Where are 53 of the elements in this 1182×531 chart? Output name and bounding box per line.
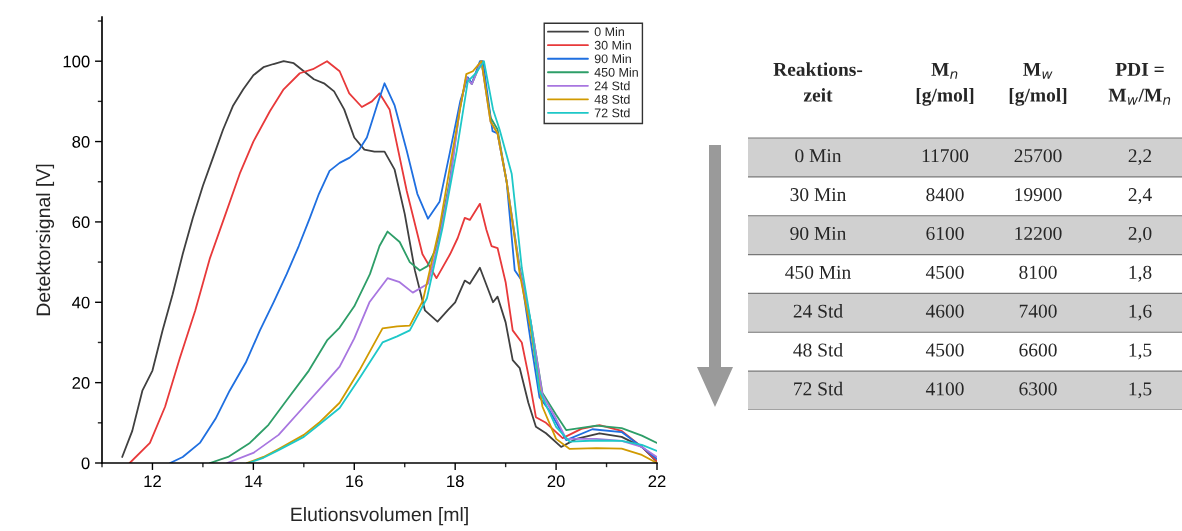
x-tick-label: 18 bbox=[447, 475, 464, 488]
text: 2,0 bbox=[1128, 226, 1152, 243]
text: 1,5 bbox=[1129, 343, 1152, 360]
text: 6600 bbox=[1019, 343, 1057, 357]
x-tick-label: 16 bbox=[346, 475, 363, 488]
category-label: M$_{w}$ [g/mol] bbox=[1009, 62, 1067, 106]
category-label: PDI = M$_{w}$/M$_{n}$ bbox=[1108, 63, 1171, 105]
y-tick-label: 0 bbox=[81, 457, 90, 470]
legend-label: 0 Min bbox=[594, 27, 624, 37]
text: 8400 bbox=[926, 188, 964, 202]
text: 4100 bbox=[925, 382, 964, 396]
legend-label: 90 Min bbox=[594, 54, 631, 64]
text: 11700 bbox=[922, 149, 969, 163]
legend-label: 450 Min bbox=[594, 67, 638, 77]
y-tick-label: 20 bbox=[72, 377, 90, 389]
text: 4500 bbox=[925, 265, 964, 279]
category-label: 30 Min bbox=[790, 188, 847, 202]
text: 12200 bbox=[1015, 226, 1062, 241]
y-tick-label: 40 bbox=[72, 296, 90, 309]
legend-label: 72 Std bbox=[594, 108, 630, 118]
x-tick-label: 14 bbox=[245, 475, 263, 487]
category-label: 24 Std bbox=[793, 304, 843, 318]
x-axis-title: Elutionsvolumen [ml] bbox=[291, 507, 468, 526]
text: 7400 bbox=[1019, 304, 1057, 318]
text: 1,8 bbox=[1129, 265, 1152, 282]
category-label: 48 Std bbox=[793, 342, 843, 357]
text: 8100 bbox=[1019, 265, 1057, 279]
category-label: 0 Min bbox=[795, 149, 842, 163]
text: 6100 bbox=[926, 226, 964, 241]
x-tick-label: 20 bbox=[547, 475, 565, 488]
legend-label: 30 Min bbox=[594, 40, 631, 50]
text: 4500 bbox=[925, 343, 964, 357]
legend-label: 48 Std bbox=[594, 94, 630, 104]
category-label: Reaktions- zeit bbox=[773, 62, 863, 102]
text: 1,6 bbox=[1129, 304, 1152, 321]
legend-label: 24 Std bbox=[594, 81, 630, 91]
category-label: 72 Std bbox=[794, 381, 843, 396]
y-tick-label: 100 bbox=[63, 55, 90, 68]
category-label: 450 Min bbox=[785, 265, 851, 279]
text: 25700 bbox=[1014, 149, 1062, 163]
y-tick-label: 60 bbox=[72, 216, 90, 229]
text: 2,4 bbox=[1128, 188, 1152, 204]
text: 1,5 bbox=[1129, 382, 1152, 399]
text: 6300 bbox=[1019, 382, 1057, 396]
y-tick-label: 80 bbox=[72, 135, 90, 148]
category-label: M$_{n}$ [g/mol] bbox=[916, 62, 974, 106]
y-axis-title: Detektorsignal [V] bbox=[35, 164, 55, 316]
x-tick-label: 12 bbox=[144, 475, 161, 487]
text: 4600 bbox=[925, 304, 964, 318]
text: 2,2 bbox=[1128, 149, 1152, 166]
category-label: 90 Min bbox=[790, 226, 847, 241]
x-tick-label: 22 bbox=[648, 475, 666, 487]
text: 19900 bbox=[1015, 188, 1062, 202]
